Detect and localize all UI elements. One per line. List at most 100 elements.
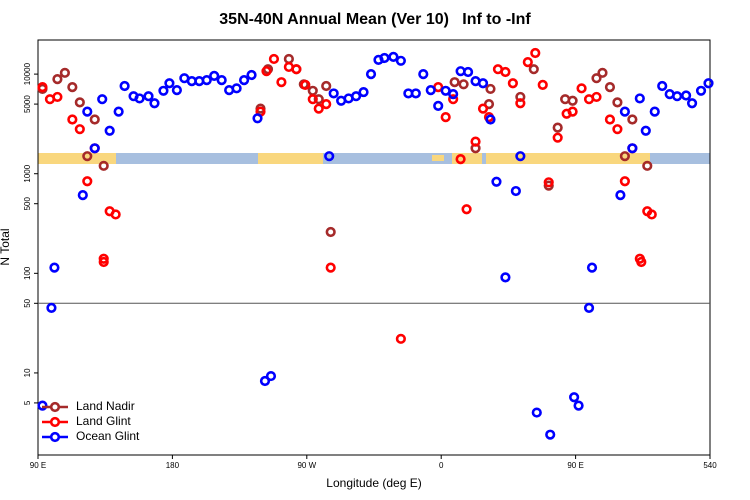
point: [627, 114, 638, 125]
point: [388, 51, 399, 62]
y-tick-label: 10: [23, 368, 32, 377]
x-tick-label: 90 E: [30, 461, 46, 470]
point: [259, 375, 271, 387]
x-tick-label: 180: [166, 461, 180, 470]
point: [636, 256, 647, 268]
point: [507, 78, 518, 89]
point: [395, 55, 406, 66]
point: [461, 204, 472, 215]
point: [98, 256, 109, 268]
point: [418, 69, 429, 80]
point: [573, 400, 584, 411]
point: [543, 177, 554, 188]
legend-marker: [49, 431, 61, 443]
point: [425, 85, 436, 96]
point: [325, 226, 336, 238]
point: [113, 106, 124, 117]
point: [686, 98, 698, 109]
point: [104, 125, 115, 136]
point: [37, 82, 48, 93]
point: [358, 86, 369, 98]
point: [440, 112, 451, 123]
point: [515, 98, 526, 109]
point: [307, 85, 318, 96]
point: [291, 64, 302, 75]
point: [82, 151, 93, 162]
point: [640, 125, 651, 136]
point: [261, 66, 272, 77]
point: [531, 407, 542, 418]
point: [522, 56, 533, 68]
point: [597, 67, 608, 78]
point: [164, 78, 175, 89]
y-tick-label: 5: [23, 400, 32, 405]
point: [149, 98, 160, 109]
point: [448, 94, 459, 105]
point: [615, 189, 626, 201]
point: [410, 88, 421, 99]
point: [477, 103, 489, 114]
point: [604, 114, 616, 125]
point: [201, 75, 212, 86]
point: [82, 176, 93, 187]
point: [231, 83, 242, 94]
point: [657, 80, 668, 92]
point: [313, 94, 324, 105]
y-tick-label: 500: [23, 196, 32, 210]
point: [619, 106, 630, 117]
point: [276, 77, 287, 88]
point: [265, 370, 277, 382]
point: [537, 79, 548, 90]
point: [703, 78, 714, 89]
plot-frame: [37, 39, 711, 456]
y-tick-label: 5000: [23, 95, 32, 113]
point: [209, 70, 220, 81]
point: [612, 97, 623, 108]
point: [238, 75, 250, 86]
point: [307, 94, 318, 105]
point: [470, 136, 481, 147]
point: [672, 91, 683, 102]
point: [110, 209, 121, 220]
x-axis-label: Longitude (deg E): [326, 476, 421, 490]
point: [328, 88, 339, 99]
point: [82, 106, 93, 117]
point: [134, 93, 145, 104]
point: [627, 143, 638, 154]
legend-label: Ocean Glint: [76, 429, 140, 443]
point: [395, 333, 406, 344]
point: [485, 83, 496, 95]
point: [379, 52, 390, 64]
legend-label: Land Glint: [76, 414, 131, 428]
point: [681, 90, 692, 101]
point: [74, 124, 85, 135]
point: [591, 73, 602, 84]
x-tick-label: 90 W: [297, 461, 316, 470]
point: [619, 176, 630, 187]
point: [321, 80, 332, 92]
point: [321, 98, 332, 110]
point: [448, 88, 459, 100]
point: [37, 400, 48, 411]
point: [449, 77, 460, 88]
point: [530, 47, 541, 59]
point: [365, 69, 377, 80]
point: [89, 114, 100, 125]
point: [216, 75, 227, 86]
point: [462, 66, 474, 78]
point: [171, 85, 182, 96]
x-tick-label: 540: [703, 461, 717, 470]
point: [515, 151, 526, 162]
point: [567, 106, 578, 117]
point: [500, 66, 511, 78]
point: [583, 302, 595, 313]
point: [500, 272, 511, 283]
y-tick-label: 50: [23, 298, 32, 307]
point: [619, 151, 630, 162]
point: [604, 82, 616, 93]
y-axis-label: N Total: [0, 228, 12, 265]
point: [77, 189, 88, 201]
point: [325, 262, 336, 273]
point: [283, 53, 294, 65]
